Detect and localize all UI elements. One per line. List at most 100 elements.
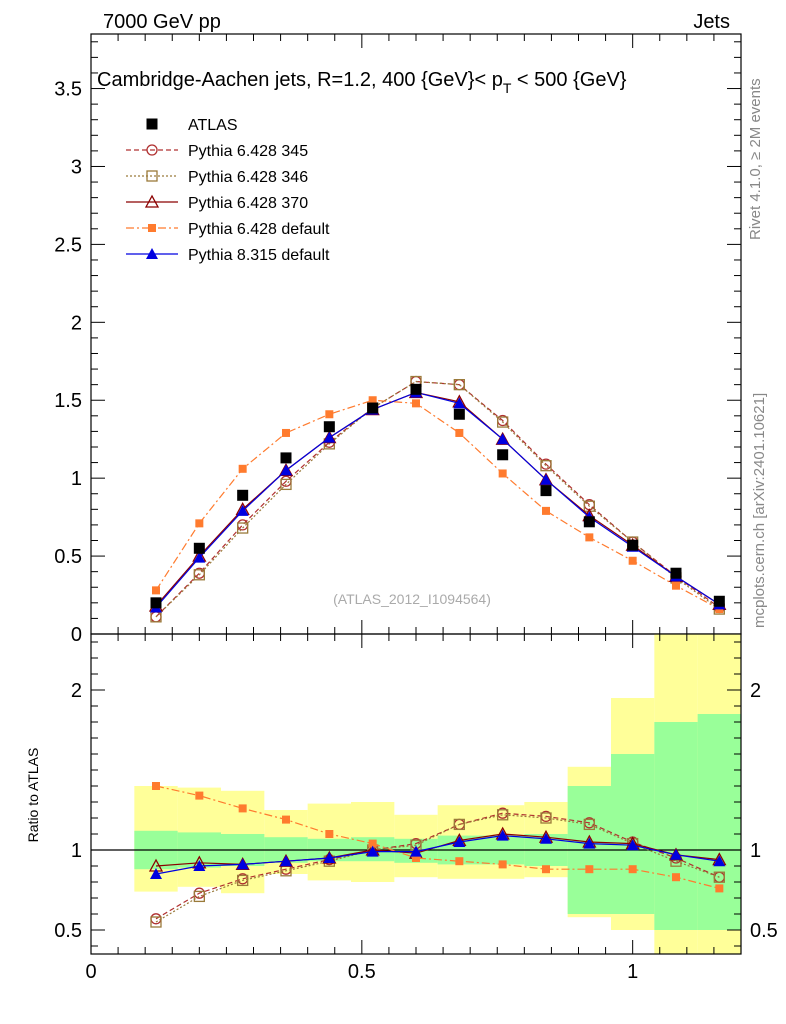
data-point-py6def	[195, 791, 204, 800]
chart-title-tail: < 500 {GeV}	[511, 69, 626, 91]
data-point-atlas	[367, 402, 379, 414]
series-line-py8def	[155, 391, 720, 608]
legend-label-py370: Pythia 6.428 370	[188, 195, 308, 212]
series-py6def	[152, 782, 724, 893]
series-line-py346	[155, 814, 720, 923]
data-point-py6def	[282, 428, 290, 437]
legend-marker-py370	[144, 194, 160, 208]
data-point-py8def	[540, 473, 552, 485]
data-point-py8def	[496, 433, 509, 445]
series-py346	[150, 375, 725, 623]
data-point-py8def	[496, 829, 509, 841]
data-point-py6def	[498, 860, 507, 869]
series-line-py6def	[155, 399, 720, 610]
ratio-y-tick-label-right: 2	[750, 680, 761, 702]
data-point-py346	[237, 874, 249, 887]
data-point-py346	[583, 818, 595, 831]
legend-entry-py370: Pythia 6.428 370	[126, 194, 308, 212]
data-point-py346	[280, 478, 292, 491]
data-point-py346	[540, 460, 552, 472]
chart-title: Cambridge-Aachen jets, R=1.2, 400 {GeV}<…	[97, 69, 627, 96]
legend: ATLAS Pythia 6.428 345 Pythia 6.428 346 Pyt…	[126, 117, 330, 264]
data-point-py6def	[672, 581, 680, 590]
series-py346	[150, 809, 725, 928]
data-point-py6def	[238, 804, 247, 813]
data-point-py6def	[238, 464, 247, 473]
y-tick-label: 2	[71, 312, 82, 334]
data-point-py6def	[325, 830, 334, 838]
data-point-py6def	[715, 884, 724, 893]
header-left: 7000 GeV pp	[103, 11, 221, 33]
data-point-py8def	[323, 431, 336, 443]
data-point-py8def	[193, 860, 206, 871]
legend-entry-py345: Pythia 6.428 345	[126, 143, 308, 160]
data-point-py8def	[150, 868, 162, 879]
data-point-py6def	[368, 396, 377, 405]
y-tick-label: 3.5	[54, 79, 82, 101]
legend-entry-py8def: Pythia 8.315 default	[126, 247, 330, 264]
band-inner-bin	[654, 722, 698, 930]
y-tick-label: 1	[71, 468, 82, 490]
series-py8def	[150, 386, 726, 613]
data-point-py8def	[713, 855, 726, 867]
data-point-atlas	[627, 539, 639, 551]
data-point-py346	[193, 569, 205, 581]
data-point-py8def	[540, 832, 552, 844]
data-point-py6def	[585, 533, 594, 542]
data-point-atlas	[150, 597, 162, 609]
series-line-py6def	[155, 785, 720, 889]
legend-marker-py8def	[146, 248, 158, 259]
data-point-py346	[540, 812, 552, 824]
data-point-py6def	[628, 865, 637, 874]
data-point-py8def	[453, 836, 466, 847]
main-panel: 0 0.5 1 1.5 2 2.5 3 3.5	[54, 33, 742, 646]
data-point-atlas	[670, 567, 682, 579]
x-tick-label: 0	[85, 961, 96, 983]
legend-label-atlas: ATLAS	[188, 117, 238, 134]
data-point-py6def	[325, 410, 334, 419]
data-point-atlas	[193, 542, 205, 554]
legend-label-py8def: Pythia 8.315 default	[188, 247, 330, 264]
x-tick-label: 0.5	[348, 961, 376, 983]
legend-marker-py346	[146, 170, 158, 182]
data-point-py346	[497, 809, 509, 821]
series-py370	[148, 385, 727, 612]
series-line-py345	[155, 812, 720, 920]
data-point-py6def	[628, 556, 637, 565]
data-point-atlas	[497, 449, 509, 461]
legend-marker-atlas	[146, 118, 158, 130]
uncertainty-bands	[134, 634, 741, 954]
chart-title-main: Cambridge-Aachen jets, R=1.2, 400 {GeV}<…	[97, 69, 503, 91]
data-point-atlas	[280, 452, 292, 464]
series-atlas	[150, 383, 725, 609]
data-point-py8def	[280, 855, 292, 867]
data-point-py346	[193, 890, 205, 903]
series-line-py8def	[155, 834, 720, 875]
legend-entry-atlas: ATLAS	[146, 117, 238, 134]
ratio-y-tick-label-right: 1	[750, 840, 761, 862]
legend-marker-py345	[146, 144, 158, 156]
data-point-py6def	[282, 815, 290, 824]
data-point-atlas	[713, 595, 725, 607]
data-point-py346	[237, 522, 249, 534]
band-inner-bin	[611, 754, 655, 914]
series-line-py346	[155, 380, 720, 618]
data-point-py8def	[583, 837, 596, 849]
rivet-label: Rivet 4.1.0, ≥ 2M events	[747, 78, 764, 240]
data-point-py6def	[152, 586, 160, 595]
y-tick-label: 0.5	[54, 546, 82, 568]
y-tick-label: 2.5	[54, 234, 82, 256]
data-point-py6def	[195, 519, 204, 528]
legend-label-py345: Pythia 6.428 345	[188, 143, 308, 160]
y-tick-label: 0	[71, 624, 82, 646]
data-point-py6def	[542, 506, 550, 515]
ratio-y-tick-label: 0.5	[54, 920, 82, 942]
data-point-py346	[713, 871, 725, 883]
data-point-py8def	[626, 839, 639, 851]
data-point-py6def	[672, 873, 680, 882]
ratio-y-tick-label: 2	[71, 680, 82, 702]
data-point-py8def	[323, 852, 336, 863]
ratio-plot-frame	[90, 633, 742, 955]
series-py6def	[152, 396, 724, 614]
